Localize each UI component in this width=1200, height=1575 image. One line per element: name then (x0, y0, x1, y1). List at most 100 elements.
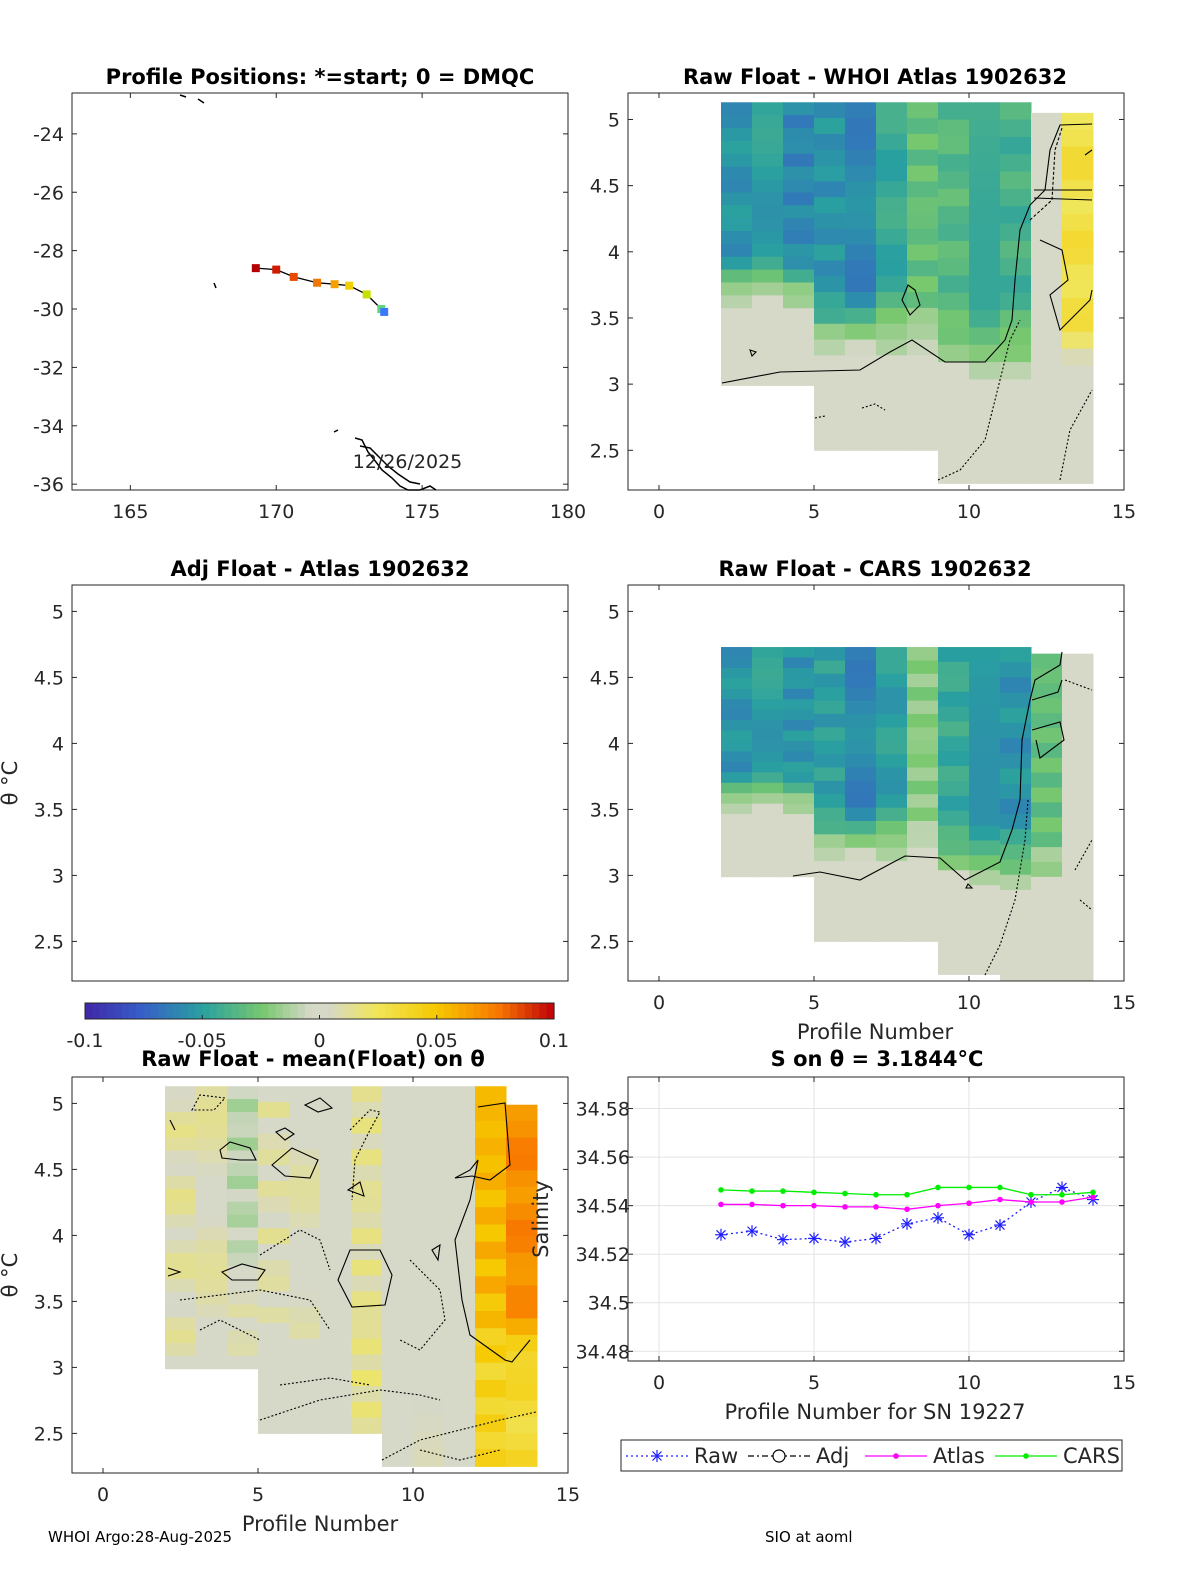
heatmap-cell (814, 673, 846, 688)
atlas-marker (1090, 1194, 1096, 1200)
legend-label: Atlas (933, 1444, 985, 1468)
heatmap-cell (876, 292, 908, 309)
heatmap-cell (444, 1155, 476, 1174)
colorbar-cell (480, 1003, 489, 1019)
heatmap-cell (444, 1259, 476, 1277)
heatmap-cell (938, 396, 970, 415)
heatmap-cell (227, 1124, 259, 1139)
heatmap-cell (783, 657, 815, 669)
heatmap-cell (382, 1380, 414, 1398)
colorbar-cell (260, 1003, 269, 1019)
heatmap-cell (752, 782, 784, 794)
heatmap-cell (351, 1417, 383, 1434)
colorbar-cell (312, 1003, 321, 1019)
heatmap-cell (907, 928, 939, 942)
heatmap-cell (351, 1228, 383, 1245)
heatmap-cell (382, 1397, 414, 1416)
heatmap-cell (783, 282, 815, 296)
heatmap-cell (165, 1124, 197, 1139)
heatmap-cell (721, 720, 753, 732)
colorbar-cell (172, 1003, 181, 1019)
heatmap-cell (382, 1155, 414, 1174)
heatmap-cell (227, 1304, 259, 1318)
heatmap-cell (876, 861, 908, 875)
heatmap-cell (752, 699, 784, 711)
heatmap-cell (320, 1291, 352, 1308)
heatmap-cell (938, 344, 970, 363)
mean-contours (167, 1094, 537, 1461)
heatmap-cell (876, 887, 908, 902)
heatmap-cell (413, 1397, 445, 1416)
heatmap-cell (382, 1241, 414, 1260)
heatmap-cell (506, 1449, 538, 1467)
heatmap-cell (196, 1176, 228, 1190)
heatmap-cell (845, 887, 877, 902)
heatmap-cell (351, 1149, 383, 1166)
heatmap-cell (752, 772, 784, 784)
heatmap-cell (752, 688, 784, 700)
heatmap-cell (783, 192, 815, 206)
heatmap-cell (320, 1275, 352, 1292)
heatmap-cell (876, 807, 908, 822)
heatmap-cell (413, 1241, 445, 1260)
heatmap-cell (969, 929, 1001, 946)
heatmap-cell (382, 1189, 414, 1208)
heatmap-cell (1000, 223, 1032, 242)
heatmap-cell (845, 260, 877, 277)
heatmap-cell (814, 901, 846, 916)
heatmap-cell (1000, 662, 1032, 678)
heatmap-cell (413, 1431, 445, 1450)
heatmap-cell (907, 794, 939, 809)
heatmap-cell (969, 102, 1001, 121)
heatmap-cell (1000, 814, 1032, 830)
colorbar-cell (85, 1003, 93, 1019)
raw-marker (870, 1232, 882, 1245)
heatmap-cell (969, 959, 1001, 975)
y-tick-label: -26 (33, 182, 64, 204)
heatmap-cell (196, 1137, 228, 1151)
heatmap-cell (165, 1163, 197, 1177)
heatmap-cell (382, 1362, 414, 1381)
x-tick-label: 10 (957, 501, 981, 523)
heatmap-cell (196, 1124, 228, 1139)
heatmap-cell (1000, 119, 1032, 138)
heatmap-cell (845, 323, 877, 341)
legend-marker (1023, 1453, 1029, 1459)
y-tick-label: 3 (608, 374, 620, 396)
heatmap-cell (969, 766, 1001, 782)
colorbar-cell (436, 1003, 445, 1019)
heatmap-cell (382, 1293, 414, 1312)
heatmap-cell (907, 647, 939, 661)
colorbar-cell (275, 1003, 284, 1019)
heatmap-cell (475, 1259, 507, 1277)
heatmap-cell (752, 678, 784, 690)
heatmap-cell (475, 1310, 507, 1329)
heatmap-cell (783, 243, 815, 258)
heatmap-cell (1031, 399, 1063, 417)
heatmap-cell (258, 1117, 290, 1135)
heatmap-cell (752, 667, 784, 679)
heatmap-cell (938, 959, 970, 975)
heatmap-cell (351, 1322, 383, 1340)
heatmap-cell (721, 793, 753, 805)
heatmap-cell (721, 678, 753, 690)
heatmap-cell (969, 448, 1001, 467)
heatmap-cell (969, 795, 1001, 812)
heatmap-cell (721, 115, 753, 129)
colorbar-cell (363, 1003, 372, 1019)
heatmap-cell (845, 847, 877, 862)
heatmap-cell (1062, 936, 1094, 952)
heatmap-cell (413, 1362, 445, 1381)
heatmap-cell (1031, 921, 1063, 937)
heatmap-cell (814, 276, 846, 293)
heatmap-cell (907, 197, 939, 214)
heatmap-cell (876, 213, 908, 230)
y-tick-label: 2.5 (590, 931, 620, 953)
y-tick-label: -36 (33, 474, 64, 496)
heatmap-cell (783, 866, 815, 878)
heatmap-cell (165, 1291, 197, 1306)
heatmap-cell (475, 1103, 507, 1122)
legend-label: Adj (816, 1444, 849, 1468)
heatmap-cell (351, 1133, 383, 1150)
heatmap-cell (721, 256, 753, 271)
